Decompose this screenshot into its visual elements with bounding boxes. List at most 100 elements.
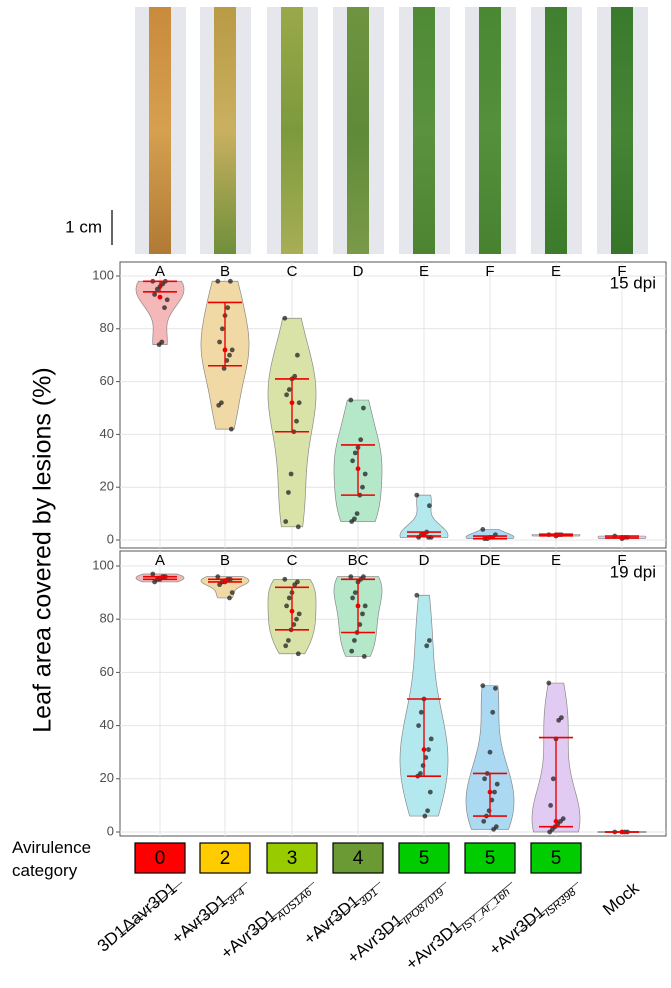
data-point: [152, 579, 158, 585]
data-point: [414, 592, 420, 598]
data-point: [286, 490, 291, 495]
data-point: [229, 590, 235, 595]
significance-letter: A: [155, 263, 165, 280]
data-point: [283, 519, 289, 524]
data-point: [360, 484, 365, 490]
x-label-text: +Avr3D1: [217, 906, 280, 963]
avirulence-box: [464, 842, 516, 874]
data-point: [286, 638, 291, 643]
y-tick-label: 20: [100, 479, 114, 494]
data-point: [286, 387, 292, 392]
data-point: [480, 683, 486, 689]
data-point: [162, 305, 167, 311]
data-point: [217, 339, 223, 345]
y-tick-label: 40: [100, 426, 114, 441]
data-point: [292, 582, 298, 588]
leaf: [479, 7, 501, 254]
label-underline: [119, 881, 183, 936]
x-label-text: +Avr3D1: [402, 917, 465, 974]
data-point: [550, 776, 556, 782]
data-point: [154, 286, 160, 292]
data-point: [358, 437, 364, 443]
data-point: [229, 347, 235, 353]
data-point: [422, 813, 428, 819]
leaf: [149, 7, 171, 254]
x-label-subscript: AUS1A6: [274, 886, 315, 924]
data-point: [352, 450, 358, 456]
mean-point: [222, 578, 228, 584]
data-point: [288, 471, 294, 477]
significance-letter: B: [220, 552, 230, 569]
x-label: +Avr3D1ISY_Ar_16h: [402, 879, 512, 977]
significance-letter: C: [287, 263, 298, 280]
data-point: [350, 595, 355, 601]
mean-point: [619, 829, 625, 835]
data-point: [424, 643, 430, 649]
mean-point: [553, 818, 559, 824]
panel: [119, 261, 667, 549]
data-point: [486, 808, 492, 814]
significance-letter: E: [551, 263, 561, 280]
data-point: [225, 305, 231, 311]
mean-point: [157, 294, 163, 300]
leaf: [413, 7, 435, 254]
panel-label: 15 dpi: [610, 273, 656, 292]
data-point: [295, 524, 301, 530]
data-point: [221, 366, 227, 371]
significance-letter: A: [155, 552, 165, 569]
data-point: [361, 405, 366, 411]
y-tick-label: 0: [107, 531, 114, 546]
x-label-text: 3D1Δavr3D1: [94, 879, 181, 956]
data-point: [481, 818, 487, 824]
data-point: [150, 571, 156, 577]
x-label-text: +Avr3D1: [300, 891, 363, 948]
data-point: [556, 717, 562, 723]
avirulence-box: [134, 842, 186, 874]
y-tick-label: 20: [100, 770, 114, 785]
data-point: [352, 638, 357, 643]
x-label-subscript: ISY_Ar_16h: [459, 886, 512, 933]
data-point: [426, 747, 431, 752]
data-point: [354, 511, 360, 516]
data-point: [348, 397, 354, 403]
data-point: [296, 400, 302, 406]
data-point: [219, 326, 225, 332]
data-point: [349, 648, 355, 654]
panel: [119, 550, 667, 837]
mean-point: [289, 608, 295, 614]
data-point: [228, 426, 234, 432]
x-label-text: +Avr3D1: [485, 902, 548, 959]
avirulence-value: 2: [220, 848, 231, 869]
significance-letter: BC: [348, 552, 369, 569]
data-point: [156, 342, 162, 348]
y-tick-label: 60: [100, 373, 114, 388]
data-point: [286, 595, 292, 601]
significance-letter: D: [419, 552, 430, 569]
mean-point: [222, 347, 228, 353]
x-label-text: +Avr3D1: [344, 910, 407, 967]
data-point: [427, 638, 432, 643]
data-point: [284, 392, 289, 398]
y-tick-label: 60: [100, 664, 114, 679]
data-point: [490, 709, 496, 715]
significance-letter: F: [617, 552, 626, 569]
avirulence-box: [332, 842, 384, 874]
data-point: [418, 709, 424, 715]
data-point: [427, 789, 433, 795]
data-point: [284, 603, 289, 609]
data-point: [480, 527, 486, 532]
data-point: [228, 278, 233, 284]
data-point: [492, 789, 497, 795]
mean-point: [289, 400, 295, 406]
avirulence-box: [266, 842, 318, 874]
data-point: [425, 808, 430, 814]
data-point: [493, 685, 498, 691]
leaf: [281, 7, 303, 254]
data-point: [227, 352, 232, 358]
data-point: [548, 803, 553, 808]
significance-letter: F: [617, 263, 626, 280]
significance-letter: F: [485, 263, 494, 280]
data-point: [294, 418, 299, 424]
data-point: [296, 611, 302, 617]
